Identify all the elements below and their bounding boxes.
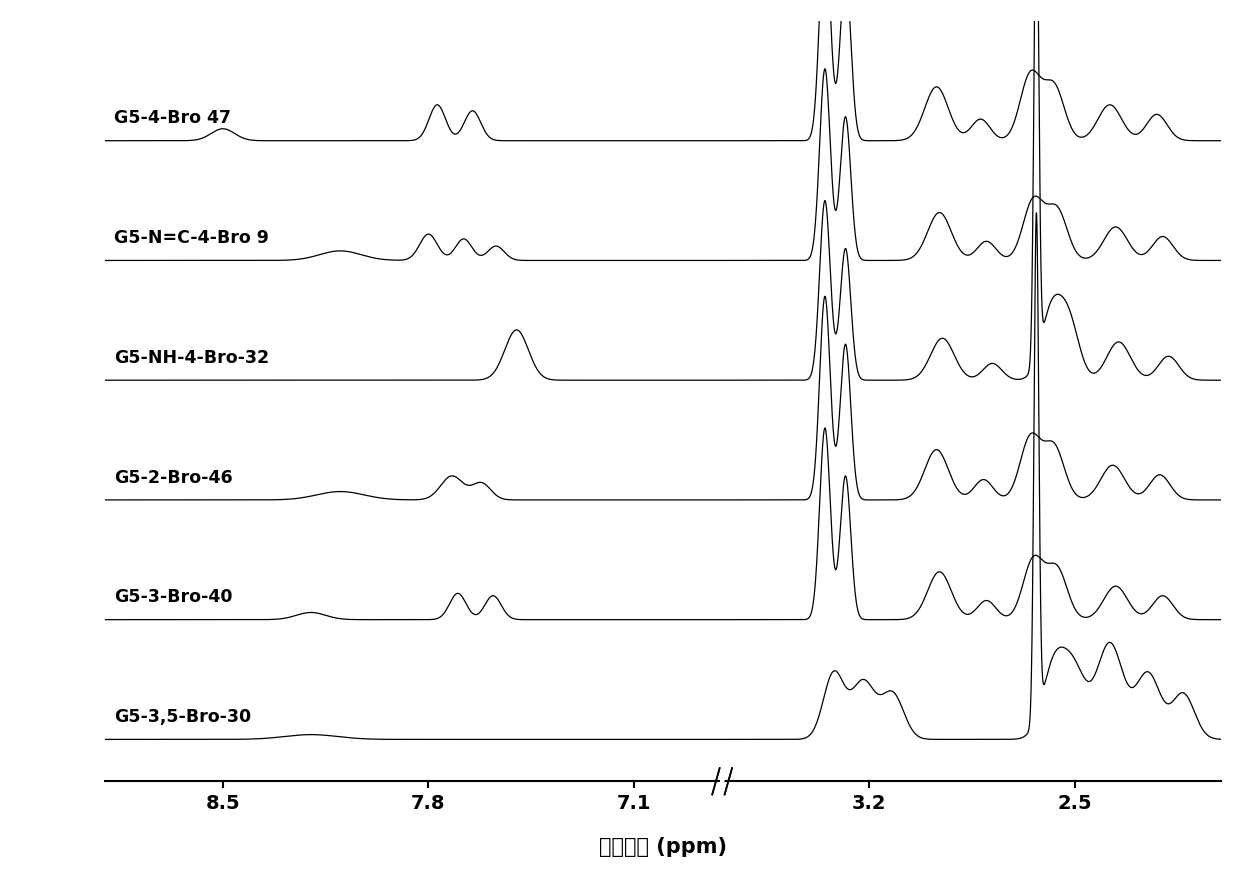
Text: G5-3,5-Bro-30: G5-3,5-Bro-30 bbox=[114, 707, 252, 725]
Text: G5-4-Bro 47: G5-4-Bro 47 bbox=[114, 109, 231, 127]
Text: G5-N=C-4-Bro 9: G5-N=C-4-Bro 9 bbox=[114, 229, 269, 247]
Text: G5-NH-4-Bro-32: G5-NH-4-Bro-32 bbox=[114, 349, 269, 366]
Text: 化学位移 (ppm): 化学位移 (ppm) bbox=[599, 836, 728, 856]
Text: G5-2-Bro-46: G5-2-Bro-46 bbox=[114, 468, 233, 486]
Text: G5-3-Bro-40: G5-3-Bro-40 bbox=[114, 587, 233, 606]
